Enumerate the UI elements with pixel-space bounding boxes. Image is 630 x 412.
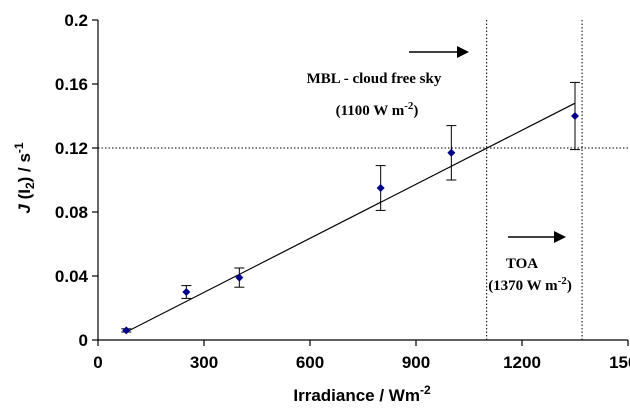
- y-axis-title-j: J: [15, 204, 34, 214]
- point-marker: [182, 288, 191, 296]
- y-tick-label: 0.2: [64, 11, 88, 30]
- x-tick-label: 300: [190, 353, 218, 372]
- mbl-arrow-head: [457, 46, 469, 58]
- data-point: [446, 125, 457, 181]
- x-tick-label: 600: [296, 353, 324, 372]
- y-tick-label: 0.16: [55, 75, 88, 94]
- mbl-annotation-value: (1100 W m-2): [336, 100, 419, 119]
- x-axis-title-main: Irradiance / Wm: [293, 386, 420, 405]
- mbl-annotation-title: MBL - cloud free sky: [307, 71, 442, 87]
- toa-annotation-close: ): [567, 278, 572, 294]
- mbl-annotation-open: (1100 W m: [336, 103, 405, 119]
- y-tick-label: 0.12: [55, 139, 88, 158]
- y-ticks: 0 0.04 0.08 0.12 0.16 0.2: [55, 11, 98, 350]
- x-tick-label: 0: [93, 353, 102, 372]
- data-point: [375, 165, 386, 211]
- point-marker: [447, 148, 456, 157]
- x-tick-label: 900: [402, 353, 430, 372]
- y-axis-title-sub: 2: [23, 182, 37, 189]
- y-axis-title-sup: -1: [12, 142, 26, 153]
- toa-annotation-value: (1370 W m-2): [488, 275, 572, 294]
- data-point: [181, 285, 192, 299]
- y-tick-label: 0.04: [55, 267, 89, 286]
- fit-line: [125, 102, 576, 333]
- mbl-annotation-sup: -2: [404, 100, 414, 112]
- data-point: [570, 81, 580, 151]
- y-tick-label: 0: [79, 331, 88, 350]
- toa-annotation-title: TOA: [506, 256, 538, 272]
- x-tick-label: 1200: [503, 353, 541, 372]
- reference-lines: [98, 20, 628, 340]
- data-point: [121, 326, 132, 335]
- y-axis-title-close: ) / s: [15, 153, 34, 182]
- x-axis-title-sup: -2: [420, 383, 431, 397]
- toa-annotation-open: (1370 W m: [488, 278, 558, 294]
- point-marker: [235, 273, 244, 282]
- point-marker: [376, 184, 385, 192]
- y-axis-title-rest: (I: [15, 189, 34, 204]
- toa-arrow-head: [554, 231, 566, 243]
- y-tick-label: 0.08: [55, 203, 88, 222]
- data-points: [121, 81, 580, 335]
- point-marker: [122, 326, 131, 335]
- data-point: [234, 267, 245, 288]
- toa-annotation-sup: -2: [558, 275, 568, 287]
- y-axis-title: J (I2) / s-1: [12, 142, 37, 214]
- point-marker: [571, 112, 579, 120]
- x-axis-title: Irradiance / Wm-2: [293, 383, 431, 405]
- mbl-annotation-close: ): [413, 103, 418, 119]
